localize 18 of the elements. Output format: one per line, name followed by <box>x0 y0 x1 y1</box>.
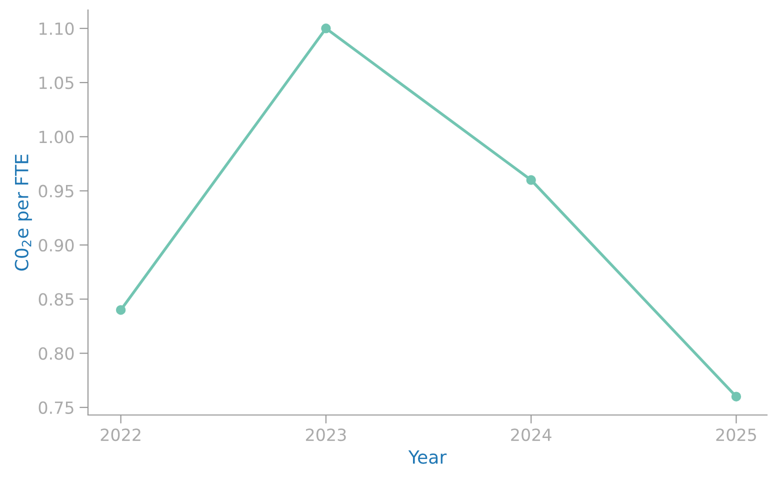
y-tick-label: 1.05 <box>40 76 74 90</box>
y-tick-label: 1.10 <box>40 22 74 35</box>
y-tick-label: 1.00 <box>40 130 74 144</box>
y-axis-title: C0$_{2}$e per FTE <box>14 154 32 271</box>
point <box>731 392 742 402</box>
x-tick-label: 2024 <box>511 428 552 442</box>
y-tick-label: 0.75 <box>38 401 74 414</box>
y-tick-label: 0.95 <box>38 184 74 198</box>
x-tick-label: 2025 <box>716 428 756 442</box>
y-tick-label: 0.85 <box>38 293 74 306</box>
x-axis-title: Year <box>408 450 447 464</box>
y-tick-label: 0.80 <box>38 347 74 360</box>
point <box>526 175 536 185</box>
point <box>321 24 331 34</box>
point <box>116 305 126 315</box>
x-tick-label: 2022 <box>100 428 140 442</box>
x-tick-label: 2023 <box>306 428 346 442</box>
y-tick-label: 0.90 <box>38 238 74 252</box>
